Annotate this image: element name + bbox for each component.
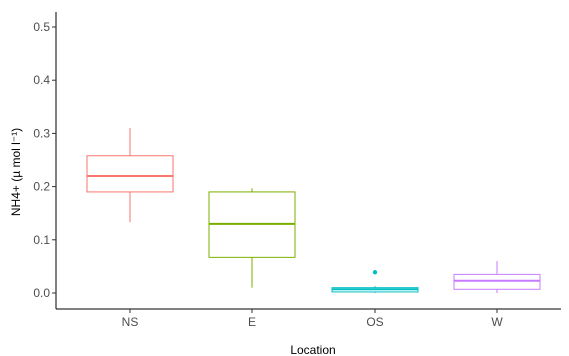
y-tick-label: 0.3 bbox=[33, 126, 50, 140]
y-tick-label: 0.4 bbox=[33, 73, 50, 87]
x-tick-label: W bbox=[491, 315, 503, 329]
outlier-point bbox=[372, 270, 378, 275]
y-tick-label: 0.2 bbox=[33, 180, 50, 194]
x-axis-title: Location bbox=[290, 343, 335, 356]
x-axis: NS E OS W bbox=[56, 308, 561, 329]
box-iqr bbox=[453, 273, 541, 290]
y-axis: 0.0 0.1 0.2 0.3 0.4 0.5 bbox=[33, 12, 57, 309]
y-axis-title: NH4+ (µ mol l⁻¹) bbox=[9, 128, 23, 216]
boxes bbox=[86, 128, 541, 293]
box-W bbox=[453, 261, 541, 293]
y-tick-label: 0.1 bbox=[33, 233, 50, 247]
y-tick-label: 0.0 bbox=[33, 286, 50, 300]
x-tick-label: OS bbox=[366, 315, 383, 329]
box-OS bbox=[331, 270, 419, 293]
box-NS bbox=[86, 128, 174, 223]
y-tick-label: 0.5 bbox=[33, 20, 50, 34]
x-tick-label: NS bbox=[122, 315, 139, 329]
box-E bbox=[208, 188, 296, 288]
x-tick-label: E bbox=[248, 315, 256, 329]
box-iqr bbox=[86, 155, 174, 193]
